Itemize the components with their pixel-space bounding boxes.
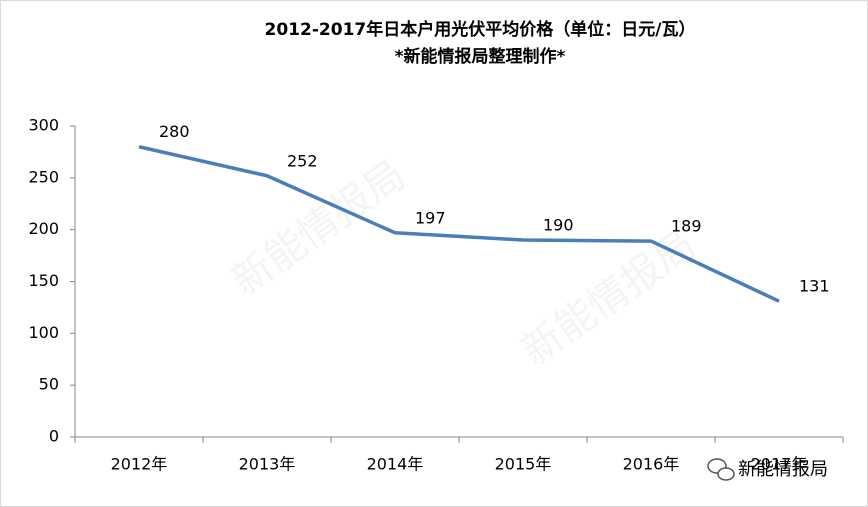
x-tick-label: 2013年	[239, 455, 296, 474]
chart-subtitle: *新能情报局整理制作*	[395, 46, 566, 67]
x-tick-label: 2015年	[495, 455, 552, 474]
x-tick-label: 2014年	[367, 455, 424, 474]
y-tick-label: 100	[28, 323, 59, 342]
y-tick-label: 250	[28, 167, 59, 186]
x-tick-label: 2012年	[111, 455, 168, 474]
line	[138, 145, 780, 303]
x-tick-label: 2016年	[623, 455, 680, 474]
logo-text: 新能情报局	[738, 459, 828, 480]
y-tick-label: 300	[28, 116, 59, 135]
chart-title: 2012-2017年日本户用光伏平均价格（单位：日元/瓦）	[265, 19, 696, 40]
data-label: 190	[543, 216, 574, 235]
y-tick-label: 150	[28, 271, 59, 290]
data-label: 280	[159, 122, 190, 141]
data-label: 189	[671, 217, 702, 236]
y-tick-label: 50	[39, 375, 59, 394]
x-tick-label: 2017年	[751, 455, 808, 474]
data-label: 197	[415, 208, 446, 227]
y-tick-label: 0	[49, 427, 59, 446]
data-label: 252	[287, 151, 318, 170]
logo: 新能情报局	[707, 458, 828, 481]
data-label: 131	[799, 277, 830, 296]
y-tick-label: 200	[28, 219, 59, 238]
